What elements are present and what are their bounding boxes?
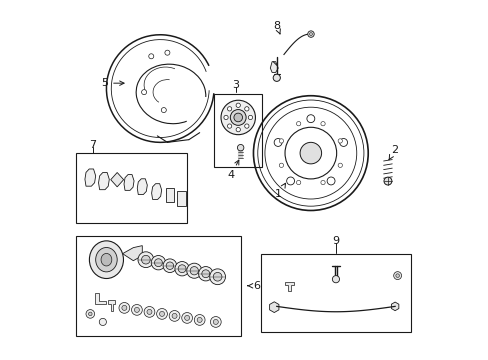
- Polygon shape: [122, 246, 142, 261]
- Circle shape: [154, 259, 162, 267]
- Circle shape: [279, 163, 283, 167]
- Circle shape: [178, 265, 185, 273]
- Circle shape: [337, 163, 342, 167]
- Circle shape: [306, 115, 314, 123]
- Circle shape: [337, 139, 342, 143]
- Polygon shape: [108, 301, 115, 311]
- Circle shape: [99, 318, 106, 325]
- Circle shape: [175, 262, 189, 276]
- Circle shape: [221, 100, 255, 135]
- Circle shape: [296, 122, 300, 126]
- Circle shape: [169, 311, 180, 321]
- Circle shape: [164, 50, 169, 55]
- Circle shape: [227, 107, 231, 111]
- Circle shape: [186, 263, 202, 278]
- Circle shape: [279, 139, 283, 143]
- Text: 9: 9: [332, 236, 339, 246]
- Circle shape: [122, 305, 126, 310]
- Circle shape: [138, 252, 153, 267]
- Bar: [214, 94, 262, 167]
- Circle shape: [86, 310, 94, 318]
- Text: 2: 2: [388, 144, 398, 160]
- Circle shape: [159, 311, 164, 316]
- Circle shape: [332, 276, 339, 283]
- Circle shape: [182, 312, 192, 323]
- Circle shape: [244, 107, 248, 111]
- Circle shape: [142, 90, 146, 95]
- Circle shape: [88, 312, 92, 316]
- Circle shape: [244, 124, 248, 128]
- Circle shape: [286, 177, 294, 185]
- Ellipse shape: [96, 247, 117, 272]
- Circle shape: [300, 142, 321, 164]
- Circle shape: [213, 319, 218, 324]
- Circle shape: [161, 108, 166, 113]
- Circle shape: [202, 270, 209, 278]
- Circle shape: [236, 103, 240, 107]
- Text: 3: 3: [232, 80, 239, 90]
- Circle shape: [274, 139, 282, 147]
- Circle shape: [209, 269, 225, 285]
- Circle shape: [309, 33, 312, 36]
- Circle shape: [172, 314, 177, 319]
- Circle shape: [184, 315, 189, 320]
- Circle shape: [151, 256, 165, 270]
- Bar: [76, 153, 187, 223]
- Circle shape: [190, 267, 198, 275]
- Circle shape: [166, 262, 173, 269]
- Circle shape: [248, 115, 252, 120]
- Polygon shape: [95, 293, 105, 304]
- Text: 6: 6: [247, 281, 260, 291]
- Bar: [165, 188, 174, 202]
- Circle shape: [224, 115, 228, 120]
- Circle shape: [147, 309, 152, 314]
- Text: 4: 4: [227, 160, 238, 180]
- Polygon shape: [151, 184, 162, 199]
- Ellipse shape: [101, 253, 112, 266]
- Circle shape: [198, 266, 212, 281]
- Circle shape: [119, 302, 129, 313]
- Polygon shape: [124, 175, 134, 190]
- Circle shape: [213, 273, 222, 281]
- Text: 5: 5: [101, 78, 124, 88]
- Polygon shape: [85, 169, 96, 186]
- Circle shape: [163, 259, 176, 273]
- Circle shape: [134, 307, 139, 312]
- Bar: [260, 253, 410, 332]
- Circle shape: [236, 127, 240, 132]
- Circle shape: [393, 272, 401, 280]
- Circle shape: [210, 316, 221, 327]
- Circle shape: [194, 315, 204, 325]
- Circle shape: [148, 54, 153, 59]
- Circle shape: [320, 122, 325, 126]
- Circle shape: [339, 139, 347, 147]
- Text: 7: 7: [89, 140, 96, 150]
- Circle shape: [156, 309, 167, 319]
- Circle shape: [383, 177, 391, 185]
- Circle shape: [237, 144, 244, 151]
- Circle shape: [307, 31, 314, 37]
- Bar: [76, 235, 241, 336]
- Circle shape: [144, 306, 155, 317]
- Polygon shape: [285, 282, 293, 291]
- Polygon shape: [137, 179, 147, 194]
- Circle shape: [227, 124, 231, 128]
- Circle shape: [230, 109, 245, 125]
- Circle shape: [395, 274, 399, 278]
- Text: 1: 1: [275, 183, 285, 199]
- Circle shape: [141, 255, 150, 264]
- Circle shape: [197, 318, 202, 323]
- Ellipse shape: [89, 241, 123, 279]
- Bar: [177, 192, 185, 206]
- Polygon shape: [99, 172, 109, 190]
- Circle shape: [296, 180, 300, 185]
- Text: 8: 8: [273, 21, 280, 34]
- Circle shape: [233, 113, 242, 122]
- Circle shape: [326, 177, 334, 185]
- Circle shape: [273, 74, 280, 81]
- Polygon shape: [110, 172, 123, 187]
- Circle shape: [320, 180, 325, 185]
- Circle shape: [131, 305, 142, 315]
- Polygon shape: [270, 62, 278, 72]
